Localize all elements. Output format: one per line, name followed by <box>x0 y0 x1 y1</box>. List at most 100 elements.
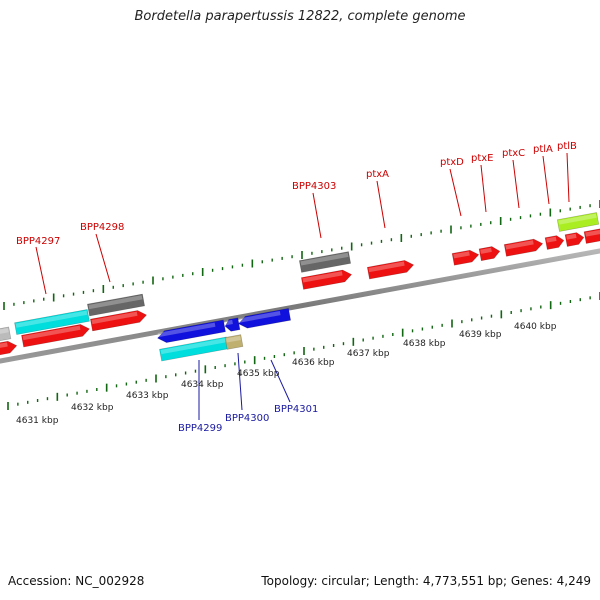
map-title: Bordetella parapertussis 12822, complete… <box>134 9 466 24</box>
gene-label-ptlb[interactable]: ptlB <box>557 141 577 152</box>
feature-highlight <box>368 261 405 273</box>
feature-bpp4301 <box>237 308 292 329</box>
feature-body <box>87 293 145 317</box>
feature-track <box>0 212 600 362</box>
gene-label-ptxc[interactable]: ptxC <box>502 148 525 159</box>
feature-body <box>583 228 600 244</box>
gene-label-bpp4300[interactable]: BPP4300 <box>225 413 269 424</box>
scale-label: 4632 kbp <box>71 403 114 413</box>
feature-cyan-bpp4297 <box>14 309 90 335</box>
upper-tick-ring <box>3 200 600 310</box>
feature-highlight <box>91 311 138 325</box>
genome-summary-text: Topology: circular; Length: 4,773,551 bp… <box>261 574 591 588</box>
scale-label: 4633 kbp <box>126 391 169 401</box>
feature-highlight <box>225 319 233 326</box>
feature-red-bpp4303 <box>300 269 353 290</box>
feature-tan-bpp4300 <box>224 334 244 350</box>
gene-label-bpp4299[interactable]: BPP4299 <box>178 423 222 434</box>
feature-highlight <box>88 295 143 310</box>
feature-red-bpp4297 <box>21 324 90 348</box>
feature-body <box>157 319 226 343</box>
feature-ptxc <box>503 238 544 257</box>
accession-text: Accession: NC_002928 <box>8 574 145 588</box>
feature-body <box>0 326 12 344</box>
scale-label: 4635 kbp <box>237 369 280 379</box>
feature-body <box>556 212 600 232</box>
feature-body <box>544 235 565 250</box>
genome-backbone <box>0 248 600 364</box>
feature-ptxa <box>366 260 415 280</box>
gene-label-bpp4301[interactable]: BPP4301 <box>274 404 318 415</box>
feature-bpp4298 <box>87 293 145 317</box>
feature-highlight <box>566 233 577 240</box>
feature-body <box>366 260 415 280</box>
feature-body <box>564 232 585 247</box>
leader-line <box>35 246 47 295</box>
feature-red-bpp4298 <box>90 310 148 332</box>
feature-body <box>503 238 544 257</box>
feature-highlight <box>300 252 349 266</box>
leader-line <box>542 155 550 205</box>
feature-body <box>298 251 352 273</box>
feature-highlight <box>302 271 343 283</box>
feature-body <box>478 246 501 262</box>
feature-body <box>237 308 292 329</box>
feature-highlight <box>558 213 597 225</box>
feature-bpp4299 <box>157 319 226 343</box>
gene-label-bpp4297[interactable]: BPP4297 <box>16 236 60 247</box>
leader-line <box>566 152 570 203</box>
leader-line <box>449 168 462 217</box>
feature-highlight <box>157 322 216 338</box>
leader-line <box>376 180 386 229</box>
feature-body <box>21 324 90 348</box>
gene-label-ptxa[interactable]: ptxA <box>366 169 389 180</box>
feature-bpp4300 <box>224 317 241 332</box>
gene-label-ptla[interactable]: ptlA <box>533 144 553 155</box>
scale-label: 4638 kbp <box>403 339 446 349</box>
feature-body <box>451 249 480 266</box>
leader-line <box>480 164 487 213</box>
feature-highlight <box>505 240 534 250</box>
label-leaders <box>35 152 570 420</box>
feature-highlight <box>160 338 227 355</box>
feature-red-right <box>583 228 600 244</box>
feature-highlight <box>453 251 470 259</box>
feature-highlight <box>546 236 557 243</box>
feature-highlight <box>22 325 81 341</box>
feature-body <box>300 269 353 290</box>
feature-body <box>90 310 148 332</box>
scale-label: 4631 kbp <box>16 416 59 426</box>
leader-line <box>270 359 291 403</box>
feature-highlight <box>585 229 600 237</box>
gene-label-ptxd[interactable]: ptxD <box>440 157 464 168</box>
scale-label: 4636 kbp <box>292 358 335 368</box>
feature-ptla <box>544 235 565 250</box>
gene-label-bpp4298[interactable]: BPP4298 <box>80 222 124 233</box>
feature-ptxd <box>451 249 480 266</box>
feature-highlight <box>226 335 241 343</box>
gene-label-ptxe[interactable]: ptxE <box>471 153 494 164</box>
gene-labels: BPP4297 BPP4298 BPP4303 ptxA ptxD ptxE p… <box>16 141 577 434</box>
feature-highlight <box>15 310 88 328</box>
leader-line <box>312 192 322 239</box>
leader-line <box>512 159 520 209</box>
scale-label: 4634 kbp <box>181 380 224 390</box>
feature-ptlb-lime <box>556 212 600 232</box>
feature-gray-left <box>0 326 12 344</box>
scale-label: 4639 kbp <box>459 330 502 340</box>
feature-ptlb <box>564 232 585 247</box>
feature-body <box>14 309 90 335</box>
feature-red-left <box>0 340 18 357</box>
feature-body <box>0 340 18 357</box>
feature-ptxe <box>478 246 501 262</box>
scale-label: 4640 kbp <box>514 322 557 332</box>
feature-body <box>224 317 241 332</box>
leader-line <box>237 352 243 411</box>
feature-highlight <box>480 247 492 254</box>
gene-label-bpp4303[interactable]: BPP4303 <box>292 181 336 192</box>
feature-highlight <box>0 342 8 350</box>
lower-tick-ring <box>7 292 600 410</box>
feature-bpp4303 <box>298 251 352 273</box>
scale-label: 4637 kbp <box>347 349 390 359</box>
